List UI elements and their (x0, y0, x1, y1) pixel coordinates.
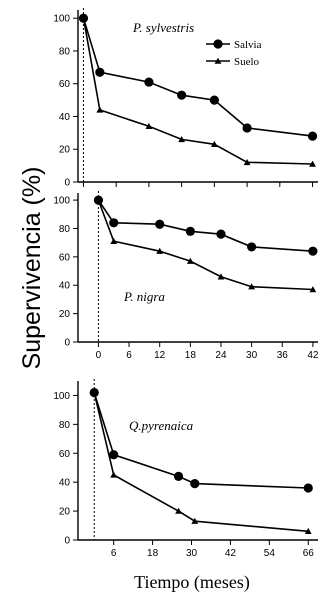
y-tick-label: 60 (59, 449, 71, 460)
chart-panel-1: 0 20 40 60 80 100 P. sylvestris Salvia Suelo (53, 8, 318, 189)
legend-marker (214, 57, 222, 64)
y-tick-label: 40 (59, 478, 71, 489)
data-point-salvia (247, 242, 257, 252)
species-label: P. nigra (123, 289, 165, 304)
data-point-salvia (308, 246, 318, 256)
data-point-salvia (307, 131, 318, 141)
data-point-salvia (216, 229, 226, 239)
y-tick-label: 20 (59, 145, 71, 156)
series-line-suelo (97, 199, 313, 291)
data-point-salvia (144, 77, 154, 87)
data-point-suelo (186, 257, 194, 264)
x-tick-label: 24 (215, 350, 227, 361)
series-line-salvia (82, 17, 313, 137)
y-tick-label: 40 (59, 112, 71, 123)
data-point-suelo (90, 389, 98, 396)
data-point-salvia (109, 450, 119, 460)
data-point-suelo (178, 136, 186, 143)
x-tick-label: 6 (126, 350, 132, 361)
y-tick-label: 100 (53, 391, 70, 402)
data-point-suelo (156, 247, 164, 254)
y-tick-label: 0 (64, 178, 70, 189)
y-tick-label: 0 (64, 536, 70, 547)
data-point-salvia (95, 67, 105, 77)
data-point-suelo (96, 106, 104, 113)
data-point-salvia (209, 95, 219, 105)
y-tick-label: 100 (53, 196, 70, 207)
x-tick-label: 42 (225, 548, 237, 559)
data-point-suelo (210, 140, 218, 148)
x-axis-label: Tiempo (meses) (134, 572, 250, 593)
series-line-salvia (97, 199, 313, 252)
series-line-suelo (93, 392, 309, 533)
data-point-salvia (155, 219, 165, 229)
x-tick-label: 66 (303, 548, 315, 559)
x-tick-label: 36 (277, 350, 289, 361)
y-tick-label: 0 (64, 338, 70, 349)
y-tick-label: 80 (59, 420, 71, 431)
legend-entry: Suelo (234, 56, 260, 68)
y-tick-label: 40 (59, 281, 71, 292)
series-line-salvia (93, 392, 309, 489)
data-point-salvia (177, 90, 187, 100)
x-tick-label: 6 (111, 548, 117, 559)
y-tick-label: 100 (53, 14, 70, 25)
legend-marker (213, 39, 223, 49)
y-axis-label: Supervivencia (%) (18, 167, 46, 370)
x-tick-label: 42 (307, 350, 319, 361)
data-point-suelo (145, 122, 153, 130)
y-tick-label: 80 (59, 46, 71, 57)
chart-panel-2: 0 20 40 60 80 100 0 6 12 18 24 30 36 42 P. nigra (53, 191, 319, 361)
y-tick-label: 20 (59, 507, 71, 518)
x-tick-label: 18 (147, 548, 159, 559)
y-tick-label: 60 (59, 79, 71, 90)
data-point-salvia (303, 483, 313, 493)
data-point-suelo (80, 14, 87, 21)
data-point-suelo (309, 286, 317, 293)
x-tick-label: 18 (185, 350, 197, 361)
data-point-suelo (304, 527, 312, 535)
species-label: P. sylvestris (132, 20, 194, 35)
y-tick-label: 80 (59, 224, 71, 235)
x-tick-label: 0 (96, 350, 102, 361)
x-tick-label: 12 (154, 350, 166, 361)
data-point-suelo (217, 273, 225, 280)
y-tick-label: 60 (59, 252, 71, 263)
x-tick-label: 54 (264, 548, 276, 559)
data-point-suelo (110, 471, 118, 478)
x-tick-label: 30 (186, 548, 198, 559)
data-point-salvia (190, 479, 200, 489)
data-point-suelo (191, 517, 199, 524)
species-label: Q.pyrenaica (129, 418, 194, 433)
data-point-suelo (309, 160, 316, 167)
data-point-suelo (243, 158, 251, 166)
data-point-salvia (185, 226, 195, 236)
data-point-suelo (95, 196, 102, 203)
series-line-suelo (82, 18, 313, 165)
x-tick-label: 30 (246, 350, 258, 361)
data-point-salvia (242, 123, 252, 133)
legend-entry: Salvia (234, 39, 262, 51)
data-point-suelo (175, 507, 182, 514)
data-point-suelo (110, 237, 118, 244)
data-point-salvia (109, 218, 119, 228)
y-tick-label: 20 (59, 309, 71, 320)
chart-panel-3: 0 20 40 60 80 100 6 18 30 42 54 66 Q.pyrenaica (53, 379, 318, 559)
data-point-salvia (173, 471, 184, 481)
data-point-suelo (248, 283, 256, 290)
